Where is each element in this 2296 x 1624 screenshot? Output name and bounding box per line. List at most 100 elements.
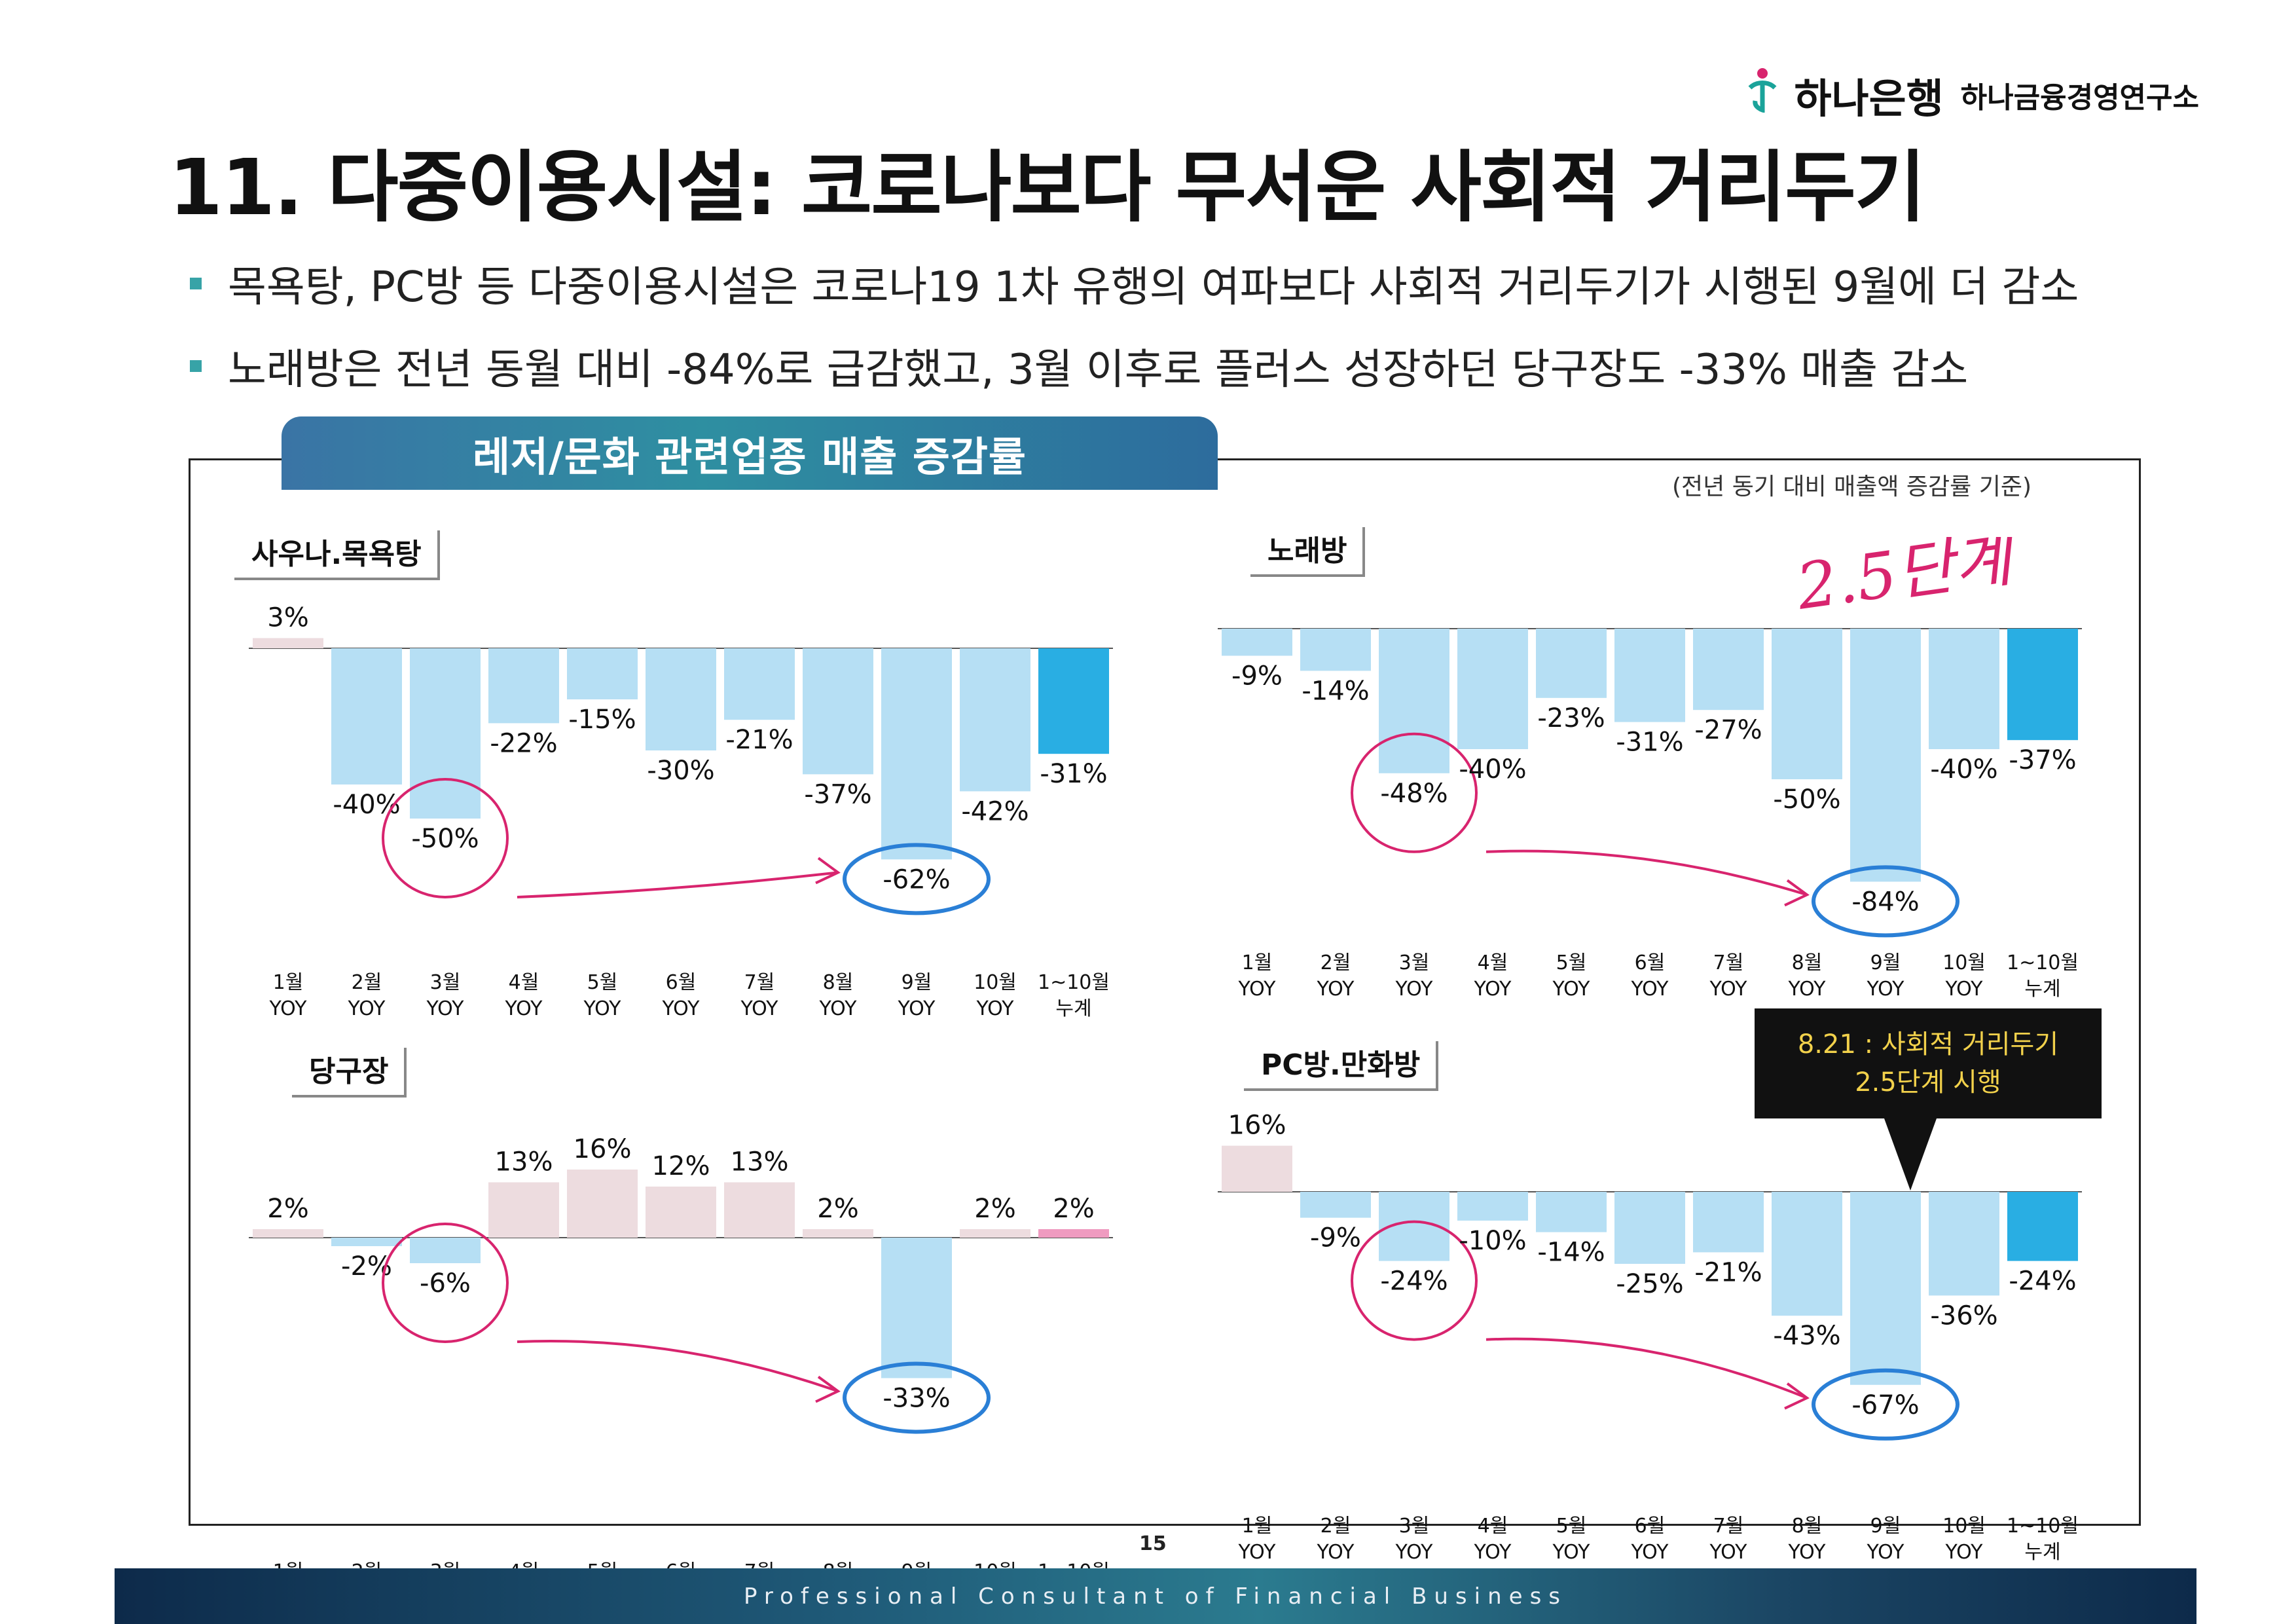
category-sublabel: YOY — [819, 997, 858, 1020]
value-label: -33% — [883, 1384, 950, 1414]
bar — [646, 1187, 716, 1238]
category-label: 2월 — [352, 971, 382, 994]
value-label: -14% — [1537, 1238, 1605, 1268]
bar — [410, 1238, 481, 1263]
bar — [1693, 629, 1764, 710]
category-label: 1~10월 — [2007, 951, 2079, 974]
bar — [724, 1182, 795, 1238]
red-arrowhead — [1784, 879, 1810, 907]
chart-karaoke: -9% 1월 YOY -14% 2월 YOY -48% 3월 YOY -40% 4월 YOY -23% 5… — [1218, 589, 2200, 1087]
value-label: -62% — [883, 864, 950, 895]
value-label: 13% — [731, 1147, 789, 1177]
value-label: -23% — [1537, 703, 1605, 733]
bar — [2007, 1192, 2078, 1261]
category-sublabel: YOY — [1474, 978, 1512, 1001]
category-sublabel: YOY — [1474, 1541, 1512, 1564]
category-label: 6월 — [666, 971, 697, 994]
chart-billiards: 2%1월YOY-2%2월YOY-6%3월YOY13%4월YOY16%5월YOY1… — [249, 1087, 1231, 1610]
category-sublabel: YOY — [1395, 978, 1434, 1001]
category-label: 5월 — [1556, 951, 1587, 974]
value-label: -30% — [647, 756, 714, 786]
chart-svg: -9% 1월 YOY -14% 2월 YOY -48% 3월 YOY -40% 4월 YOY -23% 5… — [1218, 628, 2082, 1001]
value-label: -21% — [725, 725, 793, 755]
red-arrow-annotation — [517, 871, 839, 898]
panel-title: 레저/문화 관련업종 매출 증감률 — [282, 416, 1218, 490]
bar — [331, 648, 402, 784]
value-label: -36% — [1930, 1301, 1997, 1331]
category-sublabel: YOY — [426, 997, 465, 1020]
value-label: -15% — [568, 705, 636, 735]
value-label: -25% — [1616, 1269, 1683, 1299]
value-label: -67% — [1851, 1390, 1919, 1420]
value-label: 13% — [495, 1147, 553, 1177]
category-sublabel: YOY — [1317, 978, 1355, 1001]
category-label: 10월 — [974, 971, 1017, 994]
bar — [803, 1229, 873, 1238]
category-label: 8월 — [823, 971, 854, 994]
bar — [1850, 1192, 1921, 1385]
bar — [2007, 629, 2078, 741]
category-label: 6월 — [1635, 951, 1666, 974]
bar — [567, 648, 638, 699]
category-label: 2월 — [1321, 951, 1351, 974]
category-sublabel: YOY — [348, 997, 386, 1020]
category-sublabel: 누계 — [2024, 1541, 2060, 1564]
category-label: 1월 — [1242, 1515, 1273, 1538]
category-sublabel: YOY — [1631, 1541, 1669, 1564]
value-label: -9% — [1310, 1223, 1361, 1253]
category-label: 1~10월 — [2007, 1515, 2079, 1538]
category-sublabel: YOY — [1238, 978, 1277, 1001]
bar — [1300, 1192, 1371, 1218]
category-sublabel: YOY — [505, 997, 543, 1020]
value-label: -37% — [804, 779, 871, 809]
category-label: 4월 — [1478, 1515, 1508, 1538]
red-arrowhead — [1784, 1382, 1810, 1410]
value-label: -84% — [1851, 887, 1919, 917]
category-sublabel: YOY — [269, 997, 308, 1020]
category-sublabel: YOY — [1395, 1541, 1434, 1564]
value-label: -21% — [1694, 1257, 1762, 1287]
bar — [1300, 629, 1371, 671]
callout-line-2: 2.5단계 시행 — [1855, 1067, 2001, 1098]
bar — [1772, 629, 1842, 779]
category-sublabel: YOY — [1945, 978, 1984, 1001]
bullet-list: 목욕탕, PC방 등 다중이용시설은 코로나19 1차 유행의 여파보다 사회적… — [190, 242, 2079, 407]
bar — [1379, 629, 1449, 773]
chart-title-pc-cafe: PC방.만화방 — [1244, 1041, 1439, 1091]
category-label: 7월 — [1713, 951, 1744, 974]
chart-svg: 2%1월YOY-2%2월YOY-6%3월YOY13%4월YOY16%5월YOY1… — [249, 1134, 1113, 1610]
bar — [331, 1238, 402, 1246]
category-sublabel: YOY — [583, 997, 622, 1020]
category-sublabel: YOY — [662, 997, 701, 1020]
red-arrow-annotation — [1485, 1337, 1808, 1399]
chart-pc-cafe: 16% 1월 YOY -9% 2월 YOY -24% 3월 YOY -10% 4월 YOY -14% 5월… — [1218, 1087, 2200, 1585]
category-label: 9월 — [1870, 951, 1901, 974]
bank-name: 하나은행 — [1794, 75, 1944, 122]
institute-name: 하나금융경영연구소 — [1960, 81, 2199, 115]
value-label: -42% — [961, 796, 1029, 826]
value-label: -40% — [333, 790, 400, 820]
bar — [488, 648, 559, 724]
value-label: -43% — [1773, 1321, 1840, 1351]
category-sublabel: 누계 — [2024, 978, 2060, 1001]
page-number: 15 — [1139, 1532, 1167, 1555]
value-label: -37% — [2009, 745, 2076, 775]
blue-circle-annotation — [843, 1361, 991, 1434]
bar — [724, 648, 795, 720]
red-circle-annotation — [1351, 1220, 1478, 1341]
value-label: -40% — [1930, 754, 1997, 784]
category-sublabel: YOY — [898, 997, 936, 1020]
red-arrow-annotation — [517, 1339, 839, 1393]
category-label: 8월 — [1792, 951, 1823, 974]
footer-banner: Professional Consultant of Financial Bus… — [115, 1568, 2196, 1624]
category-sublabel: YOY — [1867, 1541, 1905, 1564]
value-label: 2% — [267, 1194, 308, 1224]
red-circle-annotation — [382, 778, 509, 898]
category-sublabel: YOY — [1709, 978, 1748, 1001]
bar — [1929, 1192, 1999, 1296]
bar — [803, 648, 873, 775]
category-label: 8월 — [1792, 1515, 1823, 1538]
red-arrow-annotation — [1485, 849, 1808, 896]
value-label: -31% — [1040, 759, 1107, 789]
category-label: 9월 — [902, 971, 932, 994]
